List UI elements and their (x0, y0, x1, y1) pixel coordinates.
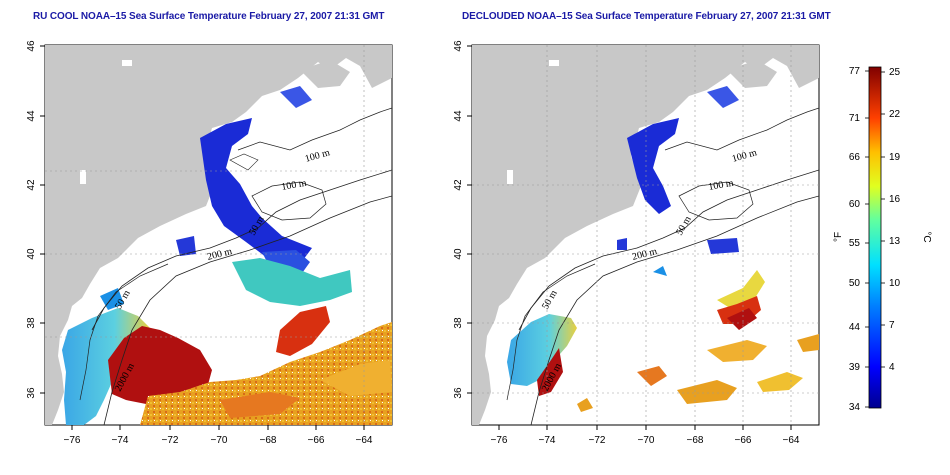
colorbar-c-tick: 4 (889, 362, 895, 373)
x-tick-label: −64 (356, 435, 373, 446)
y-tick-label: 40 (26, 248, 37, 260)
y-tick-label: 36 (26, 387, 37, 399)
y-tick-label: 42 (26, 179, 37, 191)
y-tick-label: 44 (26, 110, 37, 122)
colorbar-fahrenheit-label: °F (833, 232, 844, 242)
colorbar-f-tick: 66 (849, 152, 861, 163)
isobath-200m (91, 169, 392, 331)
sst-gulf-stream (108, 326, 212, 408)
colorbar-f-tick: 77 (849, 66, 861, 77)
x-tick-label: −72 (589, 435, 606, 446)
isobath-2000m (103, 195, 392, 425)
x-tick-label: −66 (308, 435, 325, 446)
x-tick-label: −70 (638, 435, 655, 446)
x-tick-label: −76 (491, 435, 508, 446)
colorbar-gradient (868, 66, 882, 409)
contour-label: 100 m (708, 178, 735, 193)
x-tick-label: −70 (211, 435, 228, 446)
x-tick-label: −64 (783, 435, 800, 446)
y-tick-label: 42 (453, 179, 464, 191)
sst-cold-region (200, 118, 312, 266)
colorbar-f-tick: 55 (849, 238, 861, 249)
map-left: 100 m 100 m 50 m 200 m 50 m 2000 m −76 −… (26, 40, 393, 446)
map-title-left: RU COOL NOAA–15 Sea Surface Temperature … (33, 11, 385, 22)
colorbar-celsius-label: °C (921, 231, 932, 242)
y-tick-label: 44 (453, 110, 464, 122)
y-tick-label: 38 (453, 317, 464, 329)
sst-warm-region (140, 322, 392, 425)
colorbar-f-tick: 44 (849, 322, 861, 333)
colorbar-c-tick: 10 (889, 278, 901, 289)
colorbar: 77 71 66 60 55 50 44 39 34 25 22 19 16 1… (833, 66, 932, 413)
colorbar-c-tick: 22 (889, 109, 901, 120)
isobath-100m-gulf (237, 107, 392, 151)
colorbar-f-tick: 39 (849, 362, 861, 373)
colorbar-c-tick: 25 (889, 67, 901, 78)
x-tick-label: −72 (162, 435, 179, 446)
y-tick-label: 40 (453, 248, 464, 260)
contour-label: 100 m (281, 178, 308, 193)
map-right: 100 m 100 m 50 m 200 m 50 m 2000 m −76 −… (453, 40, 820, 446)
colorbar-f-tick: 50 (849, 278, 861, 289)
y-tick-label: 46 (26, 40, 37, 52)
x-tick-label: −74 (112, 435, 129, 446)
colorbar-f-tick: 60 (849, 199, 861, 210)
colorbar-c-tick: 19 (889, 152, 901, 163)
colorbar-f-tick: 34 (849, 402, 861, 413)
colorbar-c-tick: 13 (889, 236, 901, 247)
x-tick-label: −68 (260, 435, 277, 446)
land-mass (45, 45, 392, 425)
map-title-right: DECLOUDED NOAA–15 Sea Surface Temperatur… (462, 11, 831, 22)
y-tick-label: 36 (453, 387, 464, 399)
x-tick-label: −68 (687, 435, 704, 446)
isobath-50m (79, 263, 169, 401)
colorbar-c-tick: 7 (889, 320, 895, 331)
colorbar-f-tick: 71 (849, 113, 861, 124)
y-tick-label: 46 (453, 40, 464, 52)
x-tick-label: −66 (735, 435, 752, 446)
georges-bank-contour (251, 181, 327, 221)
y-tick-label: 38 (26, 317, 37, 329)
x-tick-label: −74 (539, 435, 556, 446)
sst-cool-region (232, 258, 352, 306)
colorbar-c-tick: 16 (889, 194, 901, 205)
x-tick-label: −76 (64, 435, 81, 446)
